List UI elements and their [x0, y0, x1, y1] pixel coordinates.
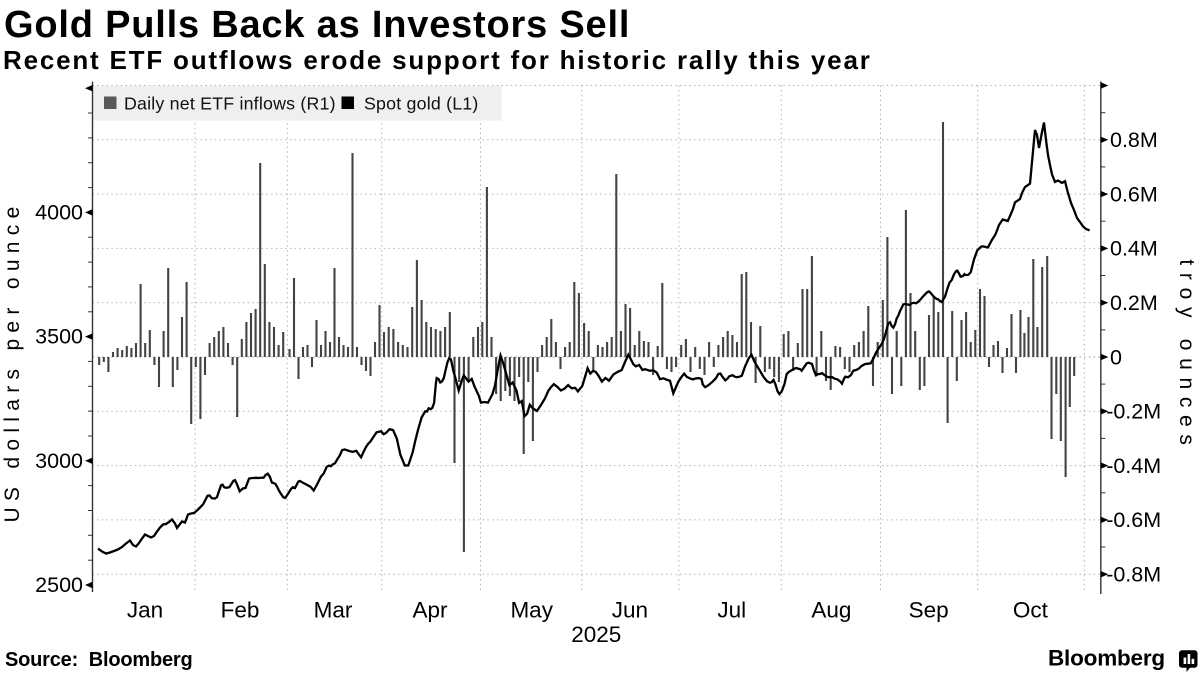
svg-text:2500: 2500 [35, 573, 83, 597]
svg-text:-0.8M: -0.8M [1106, 563, 1161, 587]
svg-text:Apr: Apr [412, 598, 448, 623]
svg-text:US dollars per ounce: US dollars per ounce [1, 200, 24, 522]
svg-text:-0.4M: -0.4M [1106, 454, 1161, 478]
svg-text:3500: 3500 [35, 325, 83, 349]
svg-text:0.6M: 0.6M [1110, 182, 1158, 206]
svg-text:Jun: Jun [612, 598, 648, 623]
svg-text:Oct: Oct [1013, 598, 1049, 623]
svg-text:Bloomberg: Bloomberg [1048, 646, 1165, 671]
svg-text:Jul: Jul [717, 598, 746, 623]
svg-text:-0.6M: -0.6M [1106, 508, 1161, 532]
svg-text:0.8M: 0.8M [1110, 128, 1158, 152]
svg-text:3000: 3000 [35, 449, 83, 473]
svg-text:0: 0 [1110, 345, 1122, 369]
svg-text:0.2M: 0.2M [1110, 291, 1158, 315]
svg-text:2025: 2025 [571, 622, 621, 647]
svg-text:-0.2M: -0.2M [1106, 400, 1161, 424]
svg-text:Spot gold (L1): Spot gold (L1) [364, 94, 479, 114]
svg-text:Feb: Feb [221, 598, 260, 623]
svg-text:Daily net ETF inflows (R1): Daily net ETF inflows (R1) [124, 94, 336, 114]
svg-text:Mar: Mar [314, 598, 353, 623]
svg-text:Jan: Jan [127, 598, 163, 623]
svg-text:Sep: Sep [909, 598, 949, 623]
svg-text:troy ounces: troy ounces [1175, 259, 1198, 452]
svg-text:Aug: Aug [811, 598, 851, 623]
svg-text:4000: 4000 [35, 200, 83, 224]
svg-text:May: May [510, 598, 553, 623]
svg-text:0.4M: 0.4M [1110, 237, 1158, 261]
